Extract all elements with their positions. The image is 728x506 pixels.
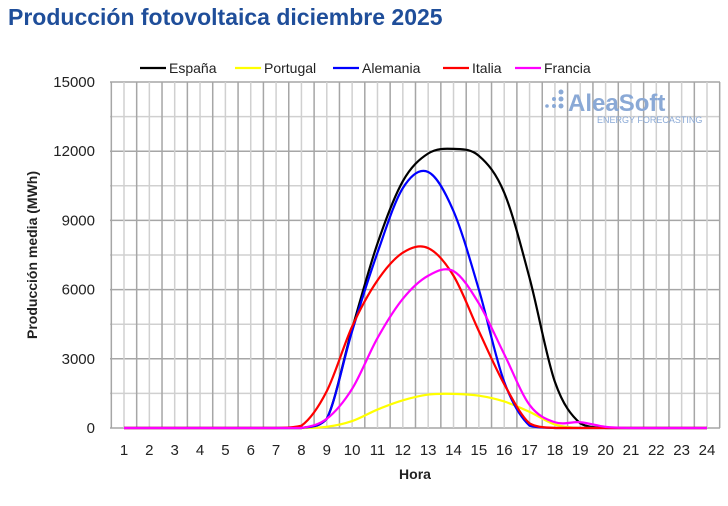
x-tick-label: 11 bbox=[370, 442, 386, 459]
x-tick-label: 21 bbox=[623, 442, 640, 459]
legend-label: Italia bbox=[472, 60, 502, 76]
legend-label: España bbox=[169, 60, 217, 76]
legend-item-italia: Italia bbox=[443, 60, 502, 76]
y-tick-label: 3000 bbox=[62, 351, 95, 368]
x-tick-label: 20 bbox=[597, 442, 614, 459]
x-tick-label: 17 bbox=[521, 442, 538, 459]
legend-item-espana: España bbox=[140, 60, 217, 76]
x-tick-label: 1 bbox=[120, 442, 128, 459]
y-tick-label: 6000 bbox=[62, 282, 95, 299]
legend-item-alemania: Alemania bbox=[333, 60, 421, 76]
svg-text:AleaSoft: AleaSoft bbox=[568, 90, 665, 117]
x-tick-label: 8 bbox=[297, 442, 305, 459]
x-tick-label: 13 bbox=[420, 442, 437, 459]
x-tick-label: 14 bbox=[445, 442, 462, 459]
x-tick-label: 3 bbox=[171, 442, 179, 459]
y-tick-label: 15000 bbox=[53, 74, 95, 91]
series-line-francia bbox=[124, 268, 707, 430]
x-tick-label: 24 bbox=[699, 442, 716, 459]
x-tick-label: 5 bbox=[221, 442, 229, 459]
x-tick-label: 10 bbox=[344, 442, 361, 459]
x-tick-label: 19 bbox=[572, 442, 589, 459]
legend-label: Portugal bbox=[264, 60, 316, 76]
x-tick-label: 18 bbox=[547, 442, 564, 459]
x-tick-label: 9 bbox=[323, 442, 331, 459]
x-tick-label: 15 bbox=[471, 442, 488, 459]
x-tick-label: 23 bbox=[673, 442, 690, 459]
aleasoft-logo: AleaSoft ENERGY FORECASTING bbox=[545, 89, 702, 125]
y-tick-label: 9000 bbox=[62, 212, 95, 229]
grid bbox=[110, 81, 721, 429]
y-tick-label: 0 bbox=[87, 420, 95, 437]
x-tick-label: 12 bbox=[394, 442, 411, 459]
legend-label: Francia bbox=[544, 60, 591, 76]
legend-label: Alemania bbox=[362, 60, 421, 76]
chart-title: Producción fotovoltaica diciembre 2025 bbox=[8, 4, 443, 30]
x-tick-label: 16 bbox=[496, 442, 513, 459]
x-tick-label: 4 bbox=[196, 442, 204, 459]
x-axis-label: Hora bbox=[399, 466, 431, 482]
x-tick-label: 22 bbox=[648, 442, 665, 459]
y-tick-label: 12000 bbox=[53, 143, 95, 160]
legend-item-portugal: Portugal bbox=[235, 60, 316, 76]
x-tick-label: 2 bbox=[145, 442, 153, 459]
x-tick-label: 6 bbox=[247, 442, 255, 459]
y-axis-label: Producción media (MWh) bbox=[24, 171, 40, 339]
x-tick-label: 7 bbox=[272, 442, 280, 459]
legend: España Portugal Alemania Italia Francia bbox=[140, 60, 591, 76]
legend-item-francia: Francia bbox=[515, 60, 591, 76]
svg-text:ENERGY FORECASTING: ENERGY FORECASTING bbox=[597, 115, 702, 125]
